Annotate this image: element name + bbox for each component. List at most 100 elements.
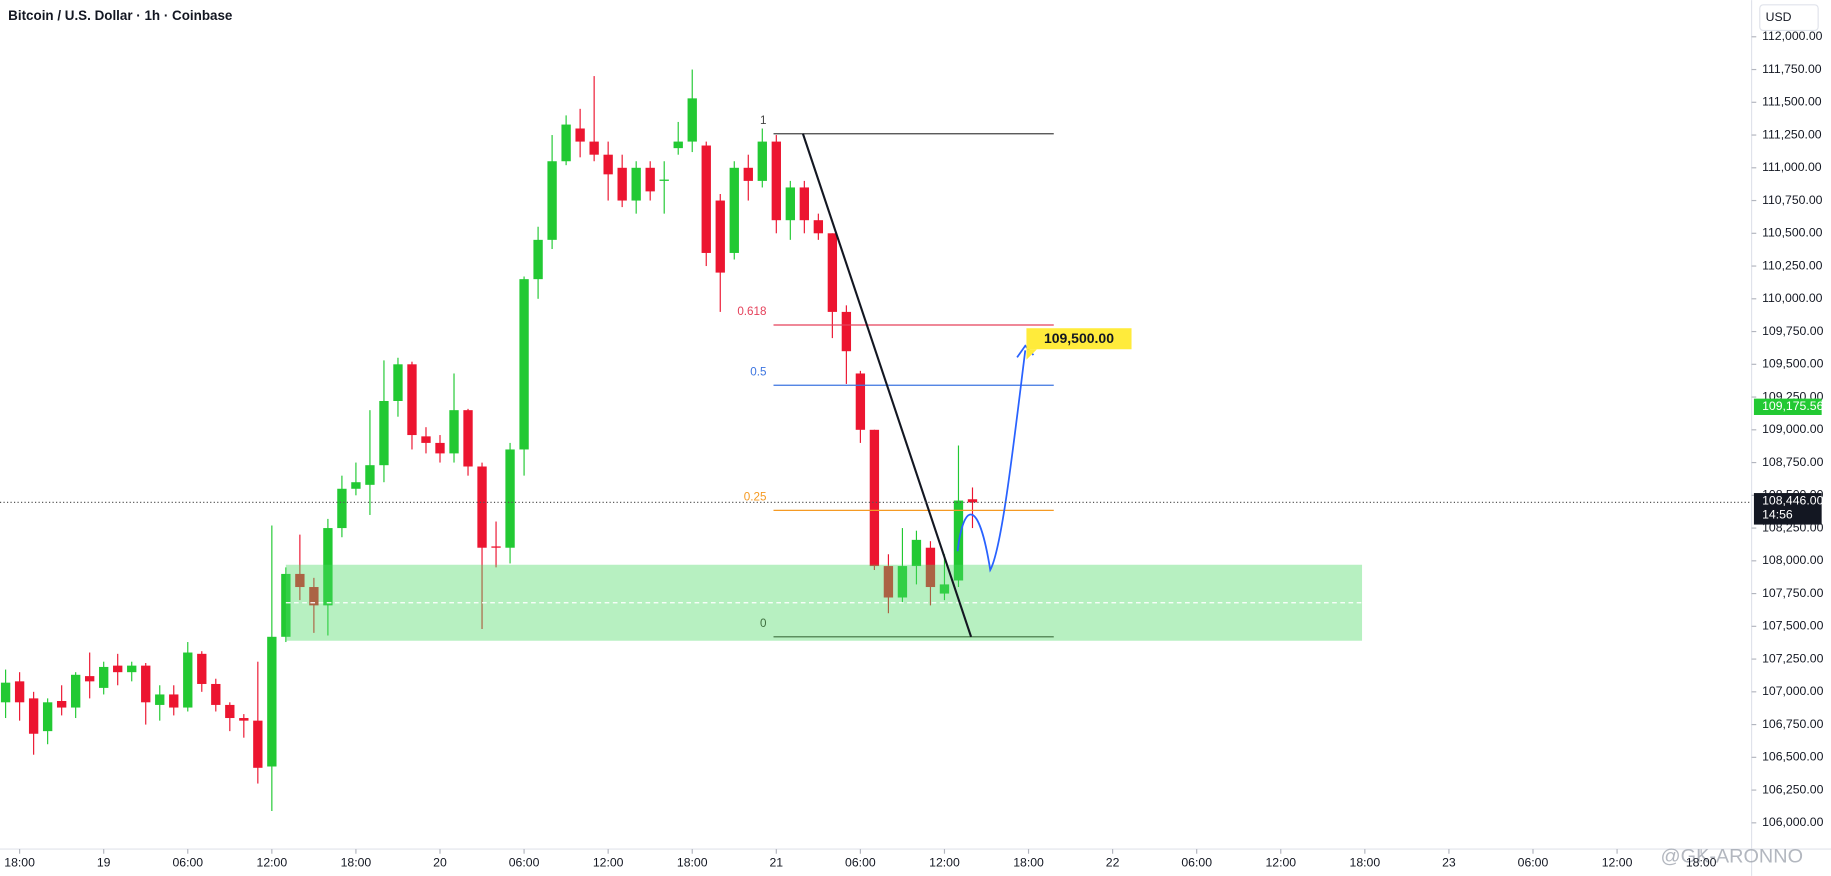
y-tick-label: 110,500.00 — [1762, 226, 1823, 240]
candle-body — [309, 587, 319, 606]
trendline — [801, 133, 973, 638]
last-price-label: 108,446.00 — [1762, 493, 1823, 507]
marker-price-box — [1753, 398, 1822, 415]
plot-area: 1 0.618 0.5 0.25 0 — [0, 69, 1363, 812]
candle-body — [141, 665, 151, 703]
candle-body — [85, 676, 95, 682]
x-tick-label: 12:00 — [1265, 855, 1296, 869]
candle-body — [323, 528, 333, 606]
candle-body — [659, 179, 669, 181]
candle-body — [911, 539, 922, 567]
x-tick-label: 12:00 — [593, 855, 624, 869]
projection-arrow — [956, 350, 1027, 573]
candle-body — [519, 279, 529, 450]
last-price-box — [1753, 493, 1822, 525]
candle-body — [505, 449, 515, 548]
candle-body — [757, 141, 767, 181]
candle-body — [127, 665, 137, 673]
currency-box[interactable] — [1759, 4, 1819, 32]
watermark: @GK-ARONNO — [1661, 845, 1804, 867]
candle-body — [28, 698, 39, 734]
x-tick-label: 06:00 — [509, 855, 540, 869]
y-tick-label: 107,250.00 — [1762, 651, 1823, 665]
candle-body — [435, 442, 445, 454]
candle-body — [267, 636, 277, 767]
y-tick-label: 110,750.00 — [1762, 193, 1823, 207]
x-tick-label: 18:00 — [4, 855, 35, 869]
candle-body — [589, 141, 599, 155]
candle-body — [253, 720, 263, 768]
y-tick-label: 110,250.00 — [1762, 258, 1823, 272]
target-label: 109,500.00 — [1044, 330, 1114, 346]
x-tick-label: 19 — [97, 855, 111, 869]
candle-body — [155, 694, 165, 705]
candle-body — [841, 311, 852, 352]
y-tick-label: 109,750.00 — [1762, 324, 1823, 338]
x-tick-label: 12:00 — [257, 855, 288, 869]
candle-body — [687, 98, 697, 142]
fib-label: 0.618 — [737, 305, 766, 318]
y-tick-label: 107,500.00 — [1762, 619, 1823, 633]
candle-body — [281, 573, 291, 637]
candle-body — [337, 488, 347, 529]
currency: USD — [1766, 10, 1792, 24]
candle-body — [169, 694, 179, 708]
y-tick-label: 108,750.00 — [1762, 455, 1823, 469]
candle-body — [407, 364, 417, 436]
candle-body — [561, 124, 571, 162]
chart-title: Bitcoin / U.S. Dollar · 1h · Coinbase — [8, 8, 232, 23]
candle-body — [925, 547, 936, 588]
fib-label: 0 — [760, 617, 767, 630]
candle-body — [239, 718, 249, 721]
y-tick-label: 109,500.00 — [1762, 357, 1823, 371]
candle-body — [393, 364, 403, 401]
candle-body — [939, 584, 950, 594]
x-tick-label: 06:00 — [845, 855, 876, 869]
candle-body — [603, 154, 613, 175]
y-tick-label: 107,750.00 — [1762, 586, 1823, 600]
fib-label: 1 — [760, 114, 766, 127]
y-tick-label: 106,500.00 — [1762, 750, 1823, 764]
x-tick-label: 23 — [1442, 855, 1456, 869]
x-tick-label: 22 — [1106, 855, 1120, 869]
y-tick-label: 111,250.00 — [1762, 127, 1822, 141]
candle-body — [631, 167, 641, 201]
candle-body — [533, 239, 543, 280]
candle-body — [463, 410, 473, 467]
candle-body — [0, 682, 11, 703]
candle-body — [197, 653, 207, 684]
x-tick-label: 12:00 — [929, 855, 960, 869]
candle-body — [855, 373, 866, 430]
y-tick-label: 106,250.00 — [1762, 782, 1823, 796]
candle-body — [99, 666, 109, 688]
candle-body — [827, 233, 838, 312]
candle-body — [547, 161, 557, 240]
candle-body — [449, 410, 459, 454]
x-tick-label: 06:00 — [1181, 855, 1212, 869]
candle-body — [70, 674, 81, 708]
x-tick-label: 12:00 — [1602, 855, 1633, 869]
x-tick-label: 20 — [433, 855, 447, 869]
target-label-box — [1026, 328, 1132, 350]
candle-body — [225, 704, 235, 719]
candle-body — [113, 665, 123, 673]
y-tick-label: 106,000.00 — [1762, 815, 1823, 829]
candle-body — [421, 436, 431, 443]
candle-body — [869, 429, 880, 567]
candle-body — [211, 683, 221, 705]
candle-body — [645, 167, 655, 192]
y-tick-label: 111,500.00 — [1762, 95, 1822, 109]
y-tick-label: 111,750.00 — [1762, 62, 1822, 76]
candle-body — [351, 482, 361, 489]
candle-body — [967, 499, 978, 503]
candle-body — [897, 566, 908, 598]
candle-body — [477, 466, 487, 548]
fib-label: 0.25 — [744, 491, 767, 504]
candle-body — [743, 167, 753, 181]
fib-label: 0.5 — [750, 366, 766, 379]
candle-body — [14, 681, 25, 703]
candle-body — [575, 128, 585, 142]
